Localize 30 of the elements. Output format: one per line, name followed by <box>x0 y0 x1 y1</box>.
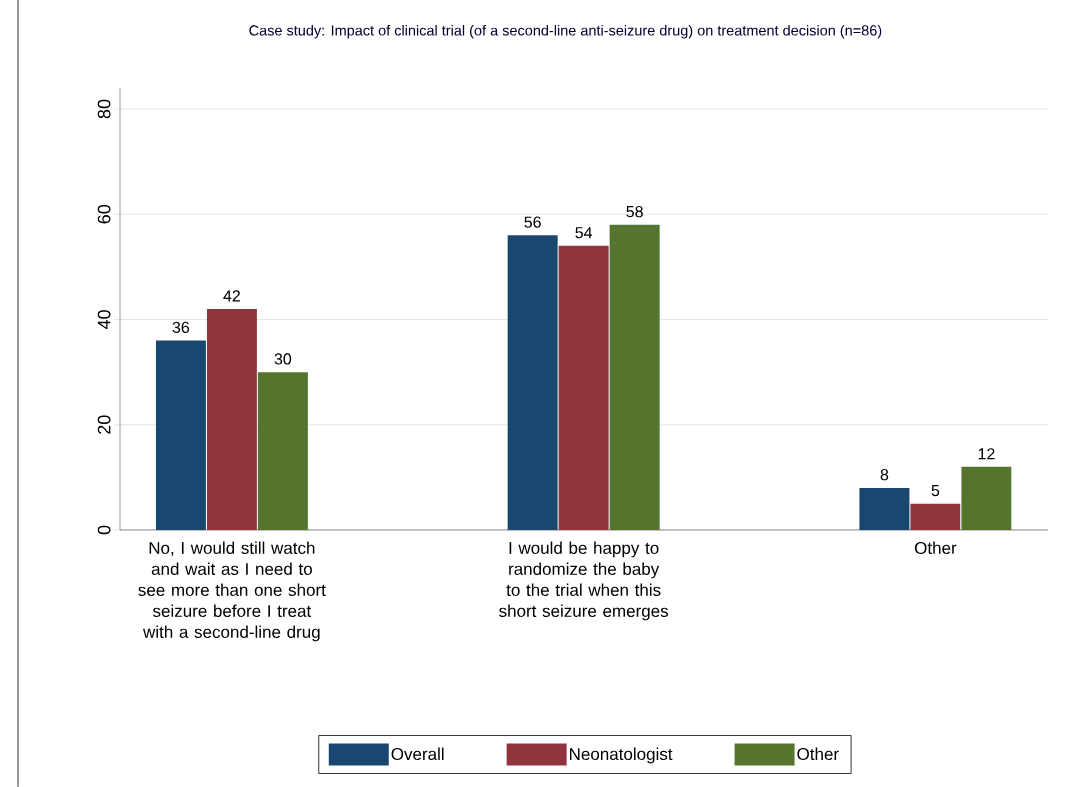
bar <box>859 487 910 530</box>
y-tick-label: 80 <box>97 99 111 119</box>
bar <box>206 308 257 530</box>
x-tick-label: Other <box>914 541 957 555</box>
bar <box>155 340 206 530</box>
y-tick-label: 20 <box>97 415 111 434</box>
data-label: 8 <box>880 469 889 481</box>
bar <box>609 224 660 530</box>
data-label: 12 <box>978 448 995 460</box>
data-label: 30 <box>274 353 292 365</box>
y-tick-label: 60 <box>97 204 111 224</box>
data-label: 36 <box>172 321 190 334</box>
bar <box>910 503 961 530</box>
legend-label: Overall <box>391 747 444 761</box>
bar <box>961 466 1012 530</box>
bar <box>257 372 308 530</box>
data-label: 56 <box>524 216 541 228</box>
y-tick-label: 0 <box>97 525 111 535</box>
bar <box>507 235 558 530</box>
legend-label: Neonatologist <box>570 747 673 764</box>
data-label: 54 <box>575 227 593 239</box>
chart-title: Case study: Impact of clinical trial (of a second-line anti-seizure drug) on treatment decision (n=86) <box>249 24 882 39</box>
x-tick-label: I would be happy to randomize the baby to the trial when this short seizure emerges <box>499 541 669 621</box>
data-label: 58 <box>626 205 643 218</box>
x-tick-label: No, I would still watch and wait as I need to see more than one short seizure before I treat with a second-line drug <box>138 541 326 642</box>
data-label: 42 <box>223 290 240 302</box>
y-tick-label: 40 <box>97 310 111 330</box>
bar <box>558 245 609 530</box>
legend-label: Other <box>797 747 839 761</box>
data-label: 5 <box>931 484 940 497</box>
